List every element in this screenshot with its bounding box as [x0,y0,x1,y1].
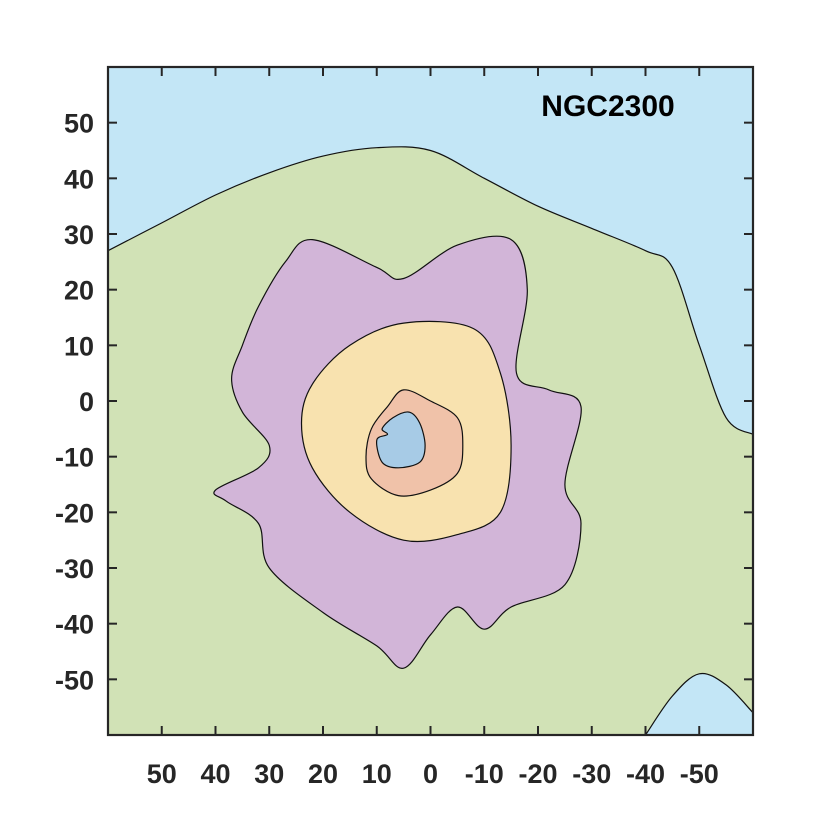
x-tick-label: -30 [572,759,611,789]
contour-level-5-region [376,411,426,469]
y-tick-label: 10 [64,331,94,361]
y-tick-label: -50 [55,665,94,695]
contour-level-1-line [108,146,753,435]
y-tick-label: 40 [64,164,94,194]
x-tick-label: 10 [362,759,392,789]
y-tick-label: -20 [55,498,94,528]
chart-title: NGC2300 [541,90,674,123]
contour-regions [108,146,753,735]
y-tick-label: 0 [79,387,94,417]
x-tick-label: 30 [254,759,284,789]
y-tick-label: 50 [64,109,94,139]
x-tick-label: 40 [200,759,230,789]
x-tick-label: -40 [626,759,665,789]
y-tick-label: 20 [64,276,94,306]
contour-level-0-region [645,673,753,735]
y-tick-label: -40 [55,610,94,640]
axes: 50 40 30 20 10 0 -10 -20 -30 -40 -50 50 40 30 20 10 0 -10… [55,65,755,789]
y-tick-label: 30 [64,220,94,250]
x-tick-label: -50 [680,759,719,789]
x-tick-label: 20 [308,759,338,789]
contour-level-0-line [645,672,753,735]
x-tick-label: -20 [518,759,557,789]
y-tick-label: -10 [55,443,94,473]
x-tick-label: 0 [423,759,438,789]
y-tick-label: -30 [55,554,94,584]
x-tick-label: 50 [147,759,177,789]
x-tick-label: -10 [465,759,504,789]
